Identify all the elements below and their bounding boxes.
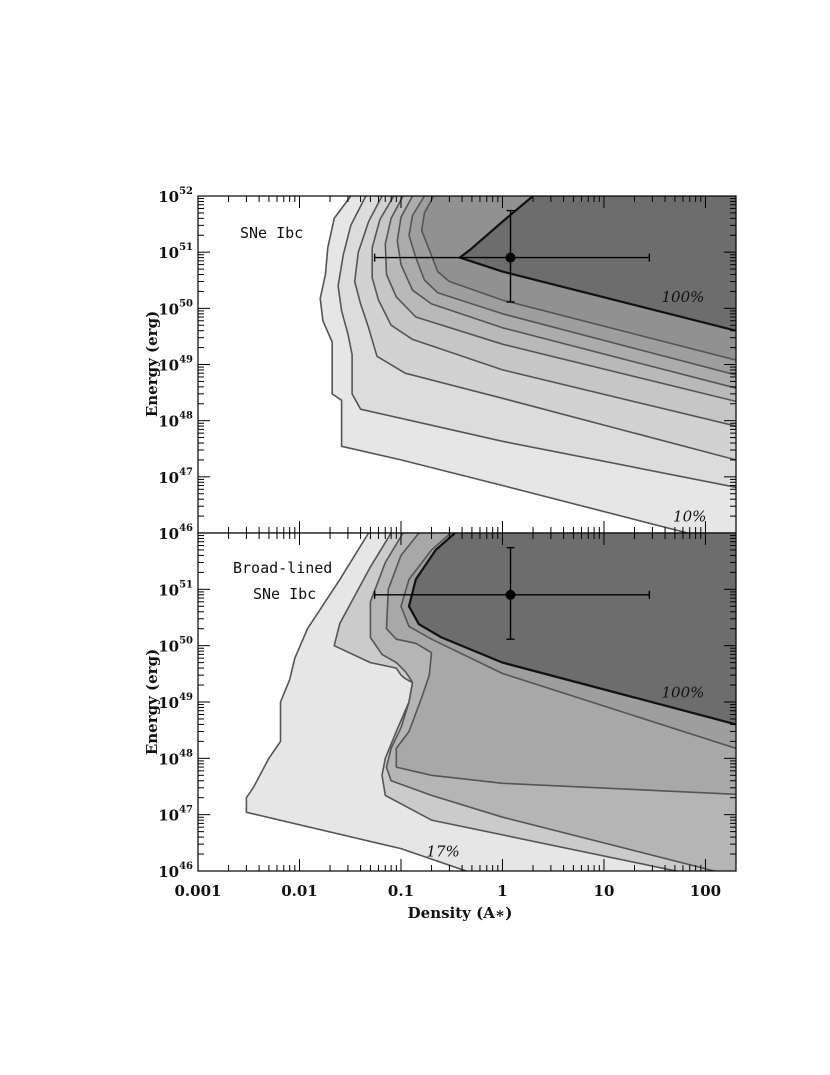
y-tick-label: 1046 <box>158 861 193 881</box>
x-axis-title: Density (A∗) <box>408 904 513 922</box>
y-tick-label: 1051 <box>158 579 193 599</box>
plot-frame <box>197 532 737 872</box>
panel-label: SNe Ibc <box>240 224 303 242</box>
y-tick-label: 1050 <box>158 298 193 318</box>
y-tick-label: 1046 <box>158 523 193 543</box>
contour-level-label: 10% <box>673 508 706 526</box>
x-tick-label: 0.01 <box>281 882 318 900</box>
contour-line <box>384 196 736 403</box>
contour-line <box>407 533 736 726</box>
y-tick-labels: 1051 1050 1049 1048 1047 1046 <box>158 579 193 881</box>
contour-line <box>337 196 736 489</box>
contour-line <box>333 533 680 871</box>
panel-label-line-2: SNe Ibc <box>253 585 316 603</box>
contour-region <box>459 196 736 331</box>
data-point-layer <box>373 546 651 640</box>
contour-line <box>319 196 691 533</box>
contour-line <box>371 196 736 427</box>
contour-line <box>385 533 736 796</box>
contour-line <box>458 196 736 332</box>
contour-line <box>408 196 736 376</box>
contour-label-layer: 100% 10% <box>661 288 706 526</box>
data-point-layer <box>373 209 651 303</box>
contour-line <box>396 196 736 389</box>
x-tick-labels: 0.001 0.01 0.1 1 10 100 <box>175 882 722 900</box>
contour-level-label: 100% <box>661 684 704 702</box>
contour-line <box>369 533 718 871</box>
contour-line <box>245 533 469 871</box>
contour-layer <box>245 533 736 871</box>
y-tick-label: 1048 <box>158 411 193 431</box>
x-tick-label: 10 <box>594 882 615 900</box>
contour-line <box>400 533 736 750</box>
contour-region <box>409 533 736 725</box>
y-tick-label: 1051 <box>158 242 193 262</box>
y-tick-label: 1047 <box>158 467 193 487</box>
x-tick-label: 0.1 <box>388 882 414 900</box>
contour-level-label: 100% <box>661 288 704 306</box>
y-tick-label: 1049 <box>158 692 193 712</box>
x-tick-label: 1 <box>497 882 507 900</box>
tick-layer <box>197 195 737 534</box>
x-tick-label: 100 <box>690 882 721 900</box>
contour-layer <box>319 196 736 533</box>
y-axis-title: Energy (erg) <box>143 311 161 417</box>
contour-line <box>353 196 736 461</box>
y-tick-label: 1047 <box>158 805 193 825</box>
contour-level-label: 17% <box>426 843 459 861</box>
y-tick-label: 1048 <box>158 748 193 768</box>
data-point <box>505 252 516 263</box>
tick-layer <box>197 532 737 872</box>
panel-broad-lined: Broad-lined SNe Ibc 100% 17% 1051 1050 1049… <box>143 532 737 922</box>
panel-snibc: SNe Ibc 100% 10% 1052 1051 1050 1049 1048 1047… <box>143 186 737 543</box>
y-axis-title: Energy (erg) <box>143 649 161 755</box>
y-tick-labels: 1052 1051 1050 1049 1048 1047 1046 <box>158 186 193 543</box>
y-tick-label: 1052 <box>158 186 193 206</box>
y-tick-label: 1049 <box>158 355 193 375</box>
panel-label-line-1: Broad-lined <box>233 559 332 577</box>
data-point <box>505 589 516 600</box>
y-tick-label: 1050 <box>158 636 193 656</box>
contour-line <box>420 196 736 361</box>
contour-label-layer: 100% 17% <box>426 684 704 861</box>
x-tick-label: 0.001 <box>175 882 222 900</box>
